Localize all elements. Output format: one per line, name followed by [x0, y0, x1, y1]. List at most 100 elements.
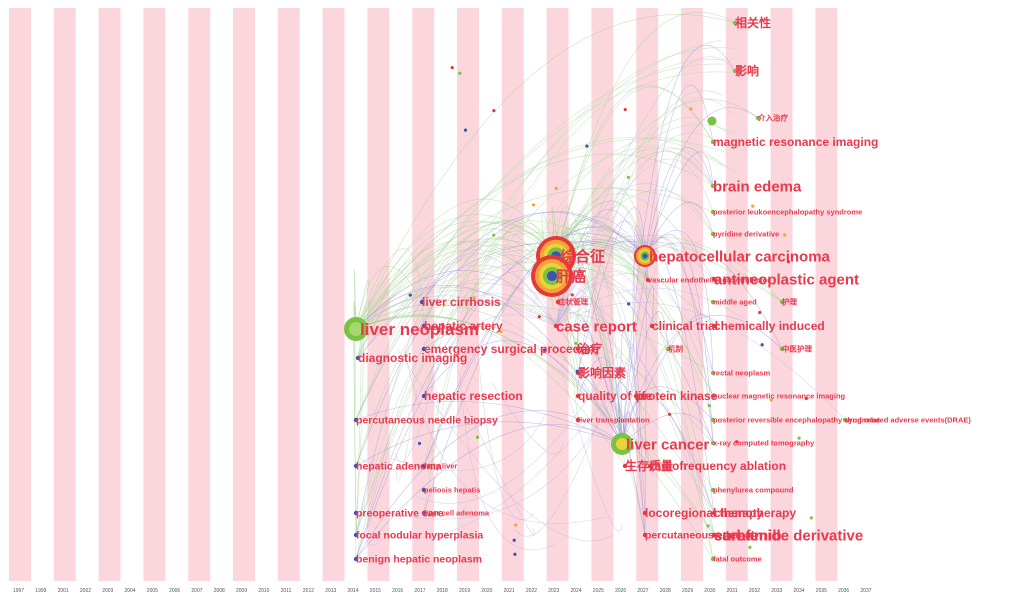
co-occurrence-link	[360, 387, 439, 471]
year-tick-label: 2034	[794, 588, 805, 594]
co-occurrence-link	[577, 315, 623, 445]
keyword-label-chemically_induced: chemically induced	[714, 319, 825, 333]
co-occurrence-link	[404, 350, 606, 524]
co-occurrence-link	[555, 273, 714, 374]
co-occurrence-link	[355, 401, 623, 445]
keyword-node	[421, 510, 427, 516]
year-tick-label: 2009	[236, 588, 247, 594]
keyword-label-sorafenib: sorafenib	[714, 527, 782, 544]
minor-node	[751, 204, 755, 208]
year-stripe	[457, 8, 479, 581]
co-occurrence-link	[354, 268, 357, 421]
co-occurrence-link	[423, 314, 557, 397]
keyword-label-fatty_liver: fatty liver	[424, 462, 457, 471]
year-tick-label: 2016	[392, 588, 403, 594]
keyword-node	[665, 346, 671, 352]
co-occurrence-link	[644, 202, 714, 257]
minor-node	[408, 293, 412, 297]
keyword-node	[575, 393, 581, 399]
co-occurrence-link	[644, 151, 714, 257]
keyword-label-survival_cn: 生存质量	[625, 458, 673, 473]
co-occurrence-link	[423, 226, 557, 514]
year-stripe	[143, 8, 166, 581]
co-occurrence-link	[555, 285, 715, 536]
co-occurrence-link	[564, 90, 723, 360]
keyword-node	[755, 115, 761, 121]
year-tick-label: 2003	[102, 588, 113, 594]
co-occurrence-link	[355, 270, 553, 536]
year-tick-label: 2037	[860, 588, 871, 594]
keyword-node	[421, 323, 427, 329]
keyword-label-adverse: drug related adverse events(DRAE)	[845, 416, 971, 425]
keyword-label-phenylurea: phenylurea compound	[713, 486, 794, 495]
minor-node	[542, 348, 547, 352]
keyword-label-impact_cn: 影响	[735, 63, 759, 78]
keyword-label-chemotherapy: chemotherapy	[714, 506, 796, 520]
year-tick-label: 2017	[414, 588, 425, 594]
year-tick-label: 2026	[615, 588, 626, 594]
minor-node	[450, 66, 454, 70]
keyword-node	[710, 440, 716, 446]
co-occurrence-link	[555, 270, 653, 327]
keyword-label-xray: x-ray computed tomography	[713, 439, 815, 448]
co-occurrence-link	[355, 232, 646, 330]
keyword-label-percutaneous_biopsy: percutaneous needle biopsy	[356, 415, 498, 427]
keyword-node	[353, 417, 359, 423]
minor-node	[585, 144, 589, 148]
keyword-node-ring	[546, 270, 558, 282]
keyword-node	[842, 417, 848, 423]
co-occurrence-link	[555, 56, 736, 327]
co-occurrence-link	[551, 241, 714, 560]
co-occurrence-link	[397, 349, 614, 542]
keyword-node	[711, 510, 717, 516]
keyword-node	[633, 393, 639, 399]
keyword-label-brain_edema: brain edema	[713, 178, 802, 195]
keyword-label-vascular_endo: vascular endothelial growth factor	[648, 276, 770, 285]
co-occurrence-link	[458, 58, 728, 310]
keyword-label-cell_adenoma: liver cell adenoma	[424, 509, 490, 518]
keyword-label-fatal: fatal outcome	[713, 555, 762, 564]
co-occurrence-link	[576, 97, 734, 345]
keyword-node	[710, 370, 716, 376]
co-occurrence-link	[355, 220, 649, 330]
keyword-label-hepatic_resection: hepatic resection	[424, 389, 523, 403]
year-tick-label: 2020	[481, 588, 492, 594]
keyword-node	[779, 299, 785, 305]
minor-node	[417, 441, 422, 446]
co-occurrence-link	[644, 230, 714, 374]
keyword-label-liver_cirrhosis: liver cirrhosis	[422, 295, 501, 309]
keyword-label-preoperative: preoperative care	[356, 508, 444, 520]
keyword-node	[642, 510, 648, 516]
keyword-label-emergency_surgical: emergency surgical procedure	[424, 342, 599, 356]
keyword-node	[710, 393, 716, 399]
co-occurrence-link	[561, 371, 623, 532]
co-occurrence-link	[355, 250, 557, 467]
co-occurrence-link	[555, 278, 637, 397]
keyword-node	[779, 346, 785, 352]
co-occurrence-link	[491, 382, 564, 454]
co-occurrence-link	[388, 413, 547, 471]
co-occurrence-link	[355, 278, 557, 536]
co-occurrence-link	[477, 349, 534, 521]
co-occurrence-link	[621, 315, 783, 445]
year-tick-label: 2023	[548, 588, 559, 594]
co-occurrence-link	[555, 287, 783, 350]
minor-node	[475, 435, 480, 439]
minor-node	[783, 233, 787, 237]
co-occurrence-link	[555, 312, 646, 536]
minor-node	[531, 203, 536, 207]
year-tick-label: 2013	[325, 588, 336, 594]
keyword-node	[711, 276, 717, 282]
co-occurrence-link	[423, 230, 557, 397]
co-occurrence-link	[401, 71, 732, 306]
keyword-node	[575, 346, 581, 352]
co-occurrence-link	[571, 132, 727, 334]
year-tick-label: 2007	[191, 588, 202, 594]
keyword-node	[421, 393, 427, 399]
minor-node	[627, 302, 631, 306]
year-stripe	[53, 8, 76, 581]
co-occurrence-link	[355, 14, 736, 330]
co-occurrence-link	[555, 158, 714, 327]
co-occurrence-link	[377, 360, 636, 539]
